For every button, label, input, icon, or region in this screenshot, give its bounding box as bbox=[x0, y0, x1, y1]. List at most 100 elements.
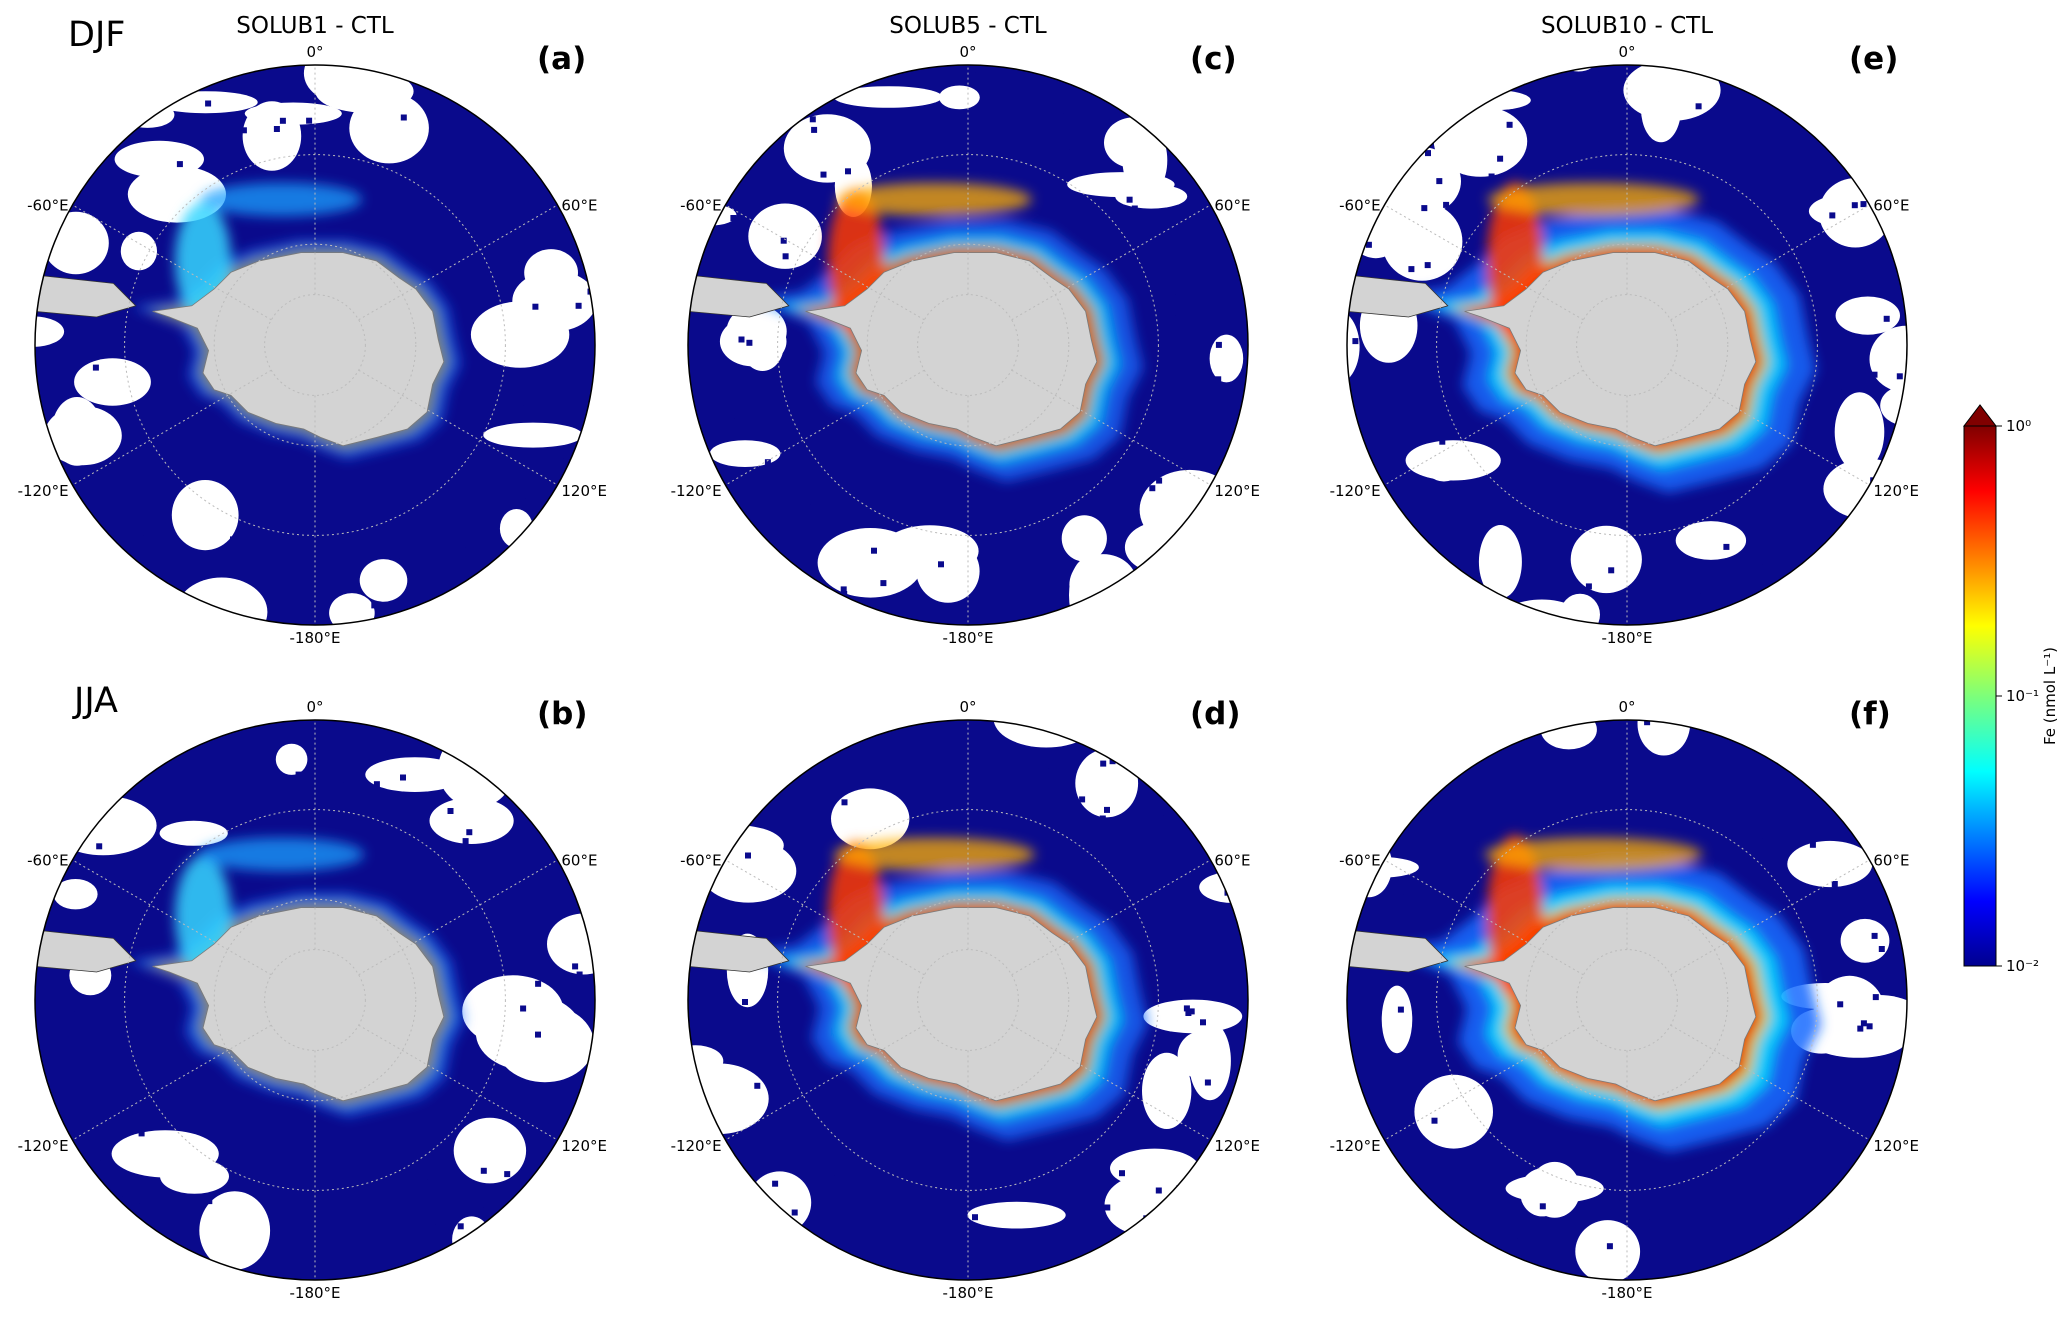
grid-cell bbox=[938, 561, 944, 568]
missing-data-patch bbox=[1570, 525, 1642, 594]
grid-cell bbox=[1431, 1117, 1438, 1124]
missing-data-patch bbox=[1529, 1161, 1581, 1218]
latitude-gridline bbox=[866, 243, 1070, 447]
grid-cell bbox=[809, 116, 816, 123]
missing-data-patch bbox=[1124, 521, 1202, 574]
grid-cell bbox=[1842, 814, 1849, 821]
latitude-gridline bbox=[213, 898, 417, 1102]
longitude-label: -60°E bbox=[680, 852, 721, 870]
missing-data-patch bbox=[50, 795, 157, 856]
missing-data-patch bbox=[688, 1045, 724, 1077]
grid-cell bbox=[70, 342, 77, 349]
meridian-gridline bbox=[1011, 1024, 1211, 1141]
missing-data-patch bbox=[44, 406, 122, 466]
grid-cell bbox=[1606, 1243, 1613, 1250]
panel-label: (b) bbox=[537, 696, 588, 732]
grid-cell bbox=[233, 535, 240, 542]
latitude-gridline bbox=[1525, 243, 1729, 447]
longitude-label: 0° bbox=[1618, 43, 1635, 61]
missing-data-patch bbox=[1575, 1220, 1641, 1280]
polar-map-panel: (e) 0° -60°E 60°E -120°E 120°E -180°E bbox=[1330, 41, 1919, 647]
grid-cell bbox=[1860, 1020, 1867, 1027]
grid-cell bbox=[1200, 1019, 1206, 1026]
missing-data-patch bbox=[1478, 525, 1522, 599]
grid-cell bbox=[566, 999, 573, 1005]
grid-cell bbox=[1816, 831, 1823, 838]
grid-cell bbox=[462, 838, 469, 845]
grid-cell bbox=[543, 1104, 550, 1111]
grid-cell bbox=[836, 503, 843, 510]
grid-cell bbox=[105, 210, 112, 217]
missing-data-patch bbox=[1347, 308, 1360, 385]
missing-data-patch bbox=[453, 1117, 527, 1184]
grid-cell bbox=[419, 524, 426, 531]
longitude-label: -120°E bbox=[1330, 1137, 1381, 1155]
grid-cell bbox=[800, 468, 806, 475]
longitude-label: -60°E bbox=[27, 852, 68, 870]
grid-cell bbox=[810, 498, 817, 505]
south-america-tip bbox=[35, 274, 137, 318]
grid-cell bbox=[703, 905, 710, 912]
missing-data-patch bbox=[1061, 515, 1107, 562]
grid-cell bbox=[875, 116, 882, 123]
panel-label: (c) bbox=[1190, 41, 1237, 77]
grid-cell bbox=[1825, 297, 1832, 303]
grid-cell bbox=[1157, 1131, 1164, 1137]
missing-data-patch bbox=[1381, 985, 1413, 1054]
grid-cell bbox=[385, 1250, 391, 1257]
column-title-solub1: SOLUB1 - CTL bbox=[236, 13, 394, 39]
grid-cell bbox=[100, 1160, 107, 1167]
grid-cell bbox=[1808, 190, 1815, 197]
map-frame bbox=[34, 719, 596, 1281]
longitude-label: 60°E bbox=[1873, 197, 1909, 215]
grid-cell bbox=[106, 258, 113, 264]
grid-cell bbox=[187, 128, 194, 134]
grid-cell bbox=[1679, 1258, 1686, 1265]
longitude-label: 60°E bbox=[561, 852, 597, 870]
longitude-label: -60°E bbox=[680, 197, 721, 215]
grid-cell bbox=[400, 114, 407, 121]
polar-map-panel: (f) 0° -60°E 60°E -120°E 120°E -180°E bbox=[1330, 696, 1919, 1302]
grid-cell bbox=[1894, 445, 1901, 452]
meridian-gridline bbox=[1011, 204, 1211, 321]
missing-data-patch bbox=[916, 539, 980, 603]
grid-cell bbox=[1659, 1204, 1666, 1211]
meridian-gridline bbox=[1011, 369, 1211, 486]
grid-cell bbox=[480, 1167, 487, 1174]
grid-cell bbox=[811, 126, 818, 133]
meridian-gridline bbox=[1384, 204, 1584, 321]
panel-grid: (a) 0° -60°E 60°E -120°E 120°E -180°E (b) 0° -60°… bbox=[18, 41, 1919, 1302]
grid-cell bbox=[512, 255, 519, 262]
grid-cell bbox=[1169, 294, 1176, 301]
grid-cell bbox=[841, 591, 848, 597]
grid-cell bbox=[295, 771, 302, 778]
grid-cell bbox=[1507, 791, 1514, 798]
panel-label: (e) bbox=[1849, 41, 1898, 77]
missing-data-patch bbox=[833, 86, 943, 108]
grid-cell bbox=[939, 1245, 946, 1252]
grid-cell bbox=[1079, 796, 1086, 803]
grid-cell bbox=[1567, 115, 1574, 122]
missing-data-patch bbox=[748, 203, 822, 269]
grid-cell bbox=[780, 237, 787, 244]
grid-cell bbox=[517, 399, 524, 406]
grid-cell bbox=[1809, 841, 1816, 848]
missing-data-patch bbox=[1381, 202, 1463, 281]
grid-cell bbox=[100, 1097, 107, 1104]
meridian-gridline bbox=[1670, 369, 1870, 486]
grid-cell bbox=[585, 1079, 592, 1086]
colorbar: 10⁰ 10⁻¹ 10⁻² Fe (nmol L⁻¹) bbox=[1962, 404, 2059, 975]
grid-cell bbox=[1570, 1267, 1577, 1274]
grid-cell bbox=[1403, 894, 1410, 901]
grid-cell bbox=[1188, 1008, 1195, 1015]
polar-map-panel: (b) 0° -60°E 60°E -120°E 120°E -180°E bbox=[18, 696, 607, 1302]
grid-cell bbox=[404, 529, 411, 536]
grid-cell bbox=[840, 586, 847, 593]
missing-data-patch bbox=[499, 509, 534, 548]
grid-cell bbox=[1427, 381, 1433, 388]
grid-cell bbox=[754, 1082, 761, 1089]
longitude-label: 0° bbox=[959, 698, 976, 716]
longitude-label: -120°E bbox=[18, 1137, 69, 1155]
grid-cell bbox=[1506, 749, 1513, 756]
grid-cell bbox=[438, 115, 445, 122]
